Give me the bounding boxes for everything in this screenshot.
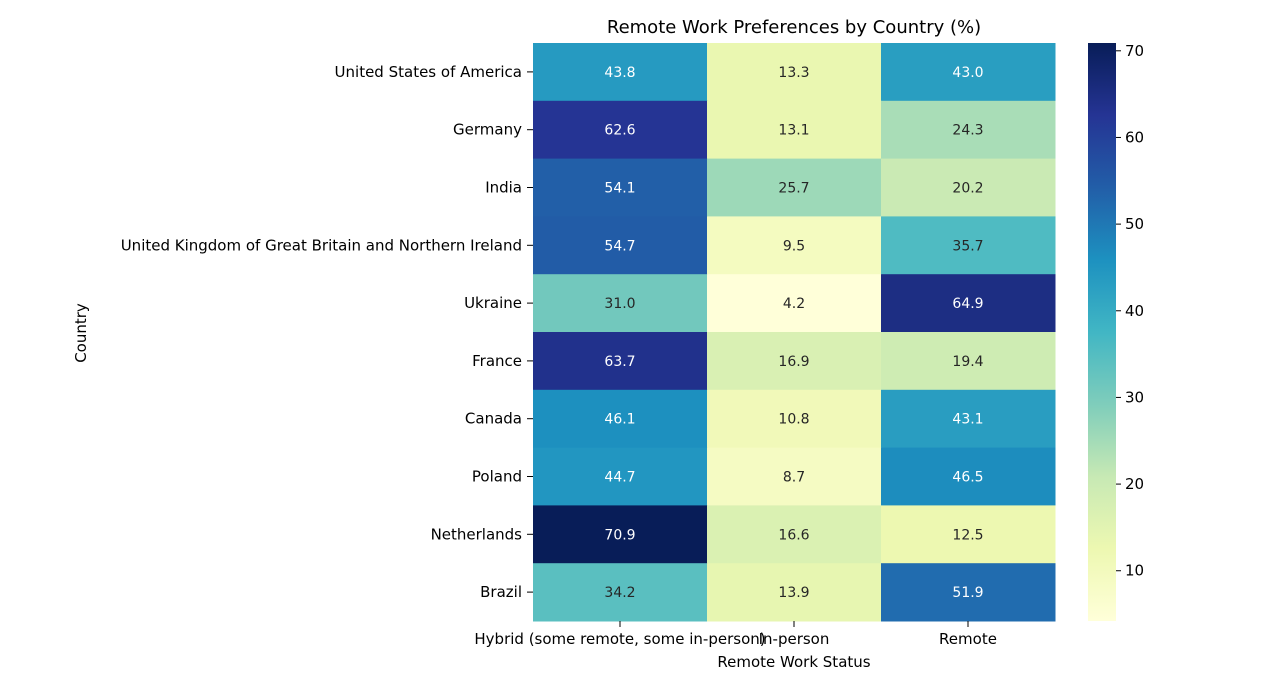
heatmap-cell bbox=[533, 505, 708, 564]
heatmap-cell bbox=[533, 563, 708, 622]
cell-value-label: 25.7 bbox=[778, 181, 809, 197]
colorbar-tick-label: 30 bbox=[1125, 388, 1144, 406]
cell-value-label: 10.8 bbox=[778, 412, 809, 428]
cell-value-label: 34.2 bbox=[604, 585, 635, 601]
cell-value-label: 46.5 bbox=[952, 470, 983, 486]
heatmap-cell bbox=[707, 563, 882, 622]
cell-value-label: 31.0 bbox=[604, 296, 635, 312]
heatmap-cell bbox=[707, 332, 882, 391]
heatmap-cell bbox=[881, 274, 1056, 333]
column-labels: Hybrid (some remote, some in-person)In-p… bbox=[474, 621, 997, 648]
colorbar-ticks: 10 20 30 40 50 60 70 bbox=[1116, 42, 1144, 580]
heatmap-cell bbox=[533, 43, 708, 102]
y-tick-label: India bbox=[485, 179, 522, 197]
cell-value-label: 20.2 bbox=[952, 181, 983, 197]
heatmap-cell bbox=[707, 447, 882, 506]
heatmap-cell bbox=[881, 216, 1056, 275]
cell-value-label: 16.9 bbox=[778, 354, 809, 370]
heatmap-cell bbox=[707, 158, 882, 217]
cell-value-label: 51.9 bbox=[952, 585, 983, 601]
heatmap-cell bbox=[881, 332, 1056, 391]
cell-value-label: 43.8 bbox=[604, 65, 635, 81]
cell-value-label: 62.6 bbox=[604, 123, 635, 139]
cell-value-label: 64.9 bbox=[952, 296, 983, 312]
x-tick-label: In-person bbox=[759, 630, 830, 648]
cell-value-label: 19.4 bbox=[952, 354, 983, 370]
x-axis-label: Remote Work Status bbox=[717, 653, 870, 671]
cell-value-label: 70.9 bbox=[604, 527, 635, 543]
cell-value-label: 8.7 bbox=[783, 470, 805, 486]
cell-value-label: 4.2 bbox=[783, 296, 805, 312]
cell-value-label: 35.7 bbox=[952, 238, 983, 254]
row-labels: United States of America Germany India Unit… bbox=[121, 63, 533, 601]
y-tick-label: Canada bbox=[465, 410, 522, 428]
cell-value-label: 43.0 bbox=[952, 65, 983, 81]
chart-title: Remote Work Preferences by Country (%) bbox=[607, 17, 981, 38]
cell-value-label: 13.3 bbox=[778, 65, 809, 81]
heatmap-cell bbox=[533, 100, 708, 160]
y-tick-label: Germany bbox=[453, 121, 522, 139]
heatmap-cell bbox=[881, 43, 1056, 102]
y-tick-label: United States of America bbox=[335, 63, 522, 81]
cell-value-label: 13.9 bbox=[778, 585, 809, 601]
colorbar-tick-label: 10 bbox=[1125, 562, 1144, 580]
heatmap-cells: 43.8 13.3 43.0 62.6 13.1 24.3 54.1 25.7 20.2 54.7… bbox=[533, 43, 1056, 622]
heatmap-cell bbox=[533, 216, 708, 275]
heatmap-cell bbox=[533, 389, 708, 449]
cell-value-label: 63.7 bbox=[604, 354, 635, 370]
y-tick-label: Brazil bbox=[480, 583, 522, 601]
heatmap-cell bbox=[881, 505, 1056, 564]
heatmap-cell bbox=[881, 100, 1056, 160]
cell-value-label: 9.5 bbox=[783, 238, 805, 254]
colorbar-tick-label: 70 bbox=[1125, 42, 1144, 60]
cell-value-label: 54.7 bbox=[604, 238, 635, 254]
heatmap-cell bbox=[707, 505, 882, 564]
heatmap-cell bbox=[881, 447, 1056, 506]
heatmap-cell bbox=[533, 158, 708, 217]
x-tick-label: Remote bbox=[939, 630, 997, 648]
y-tick-label: Ukraine bbox=[464, 294, 522, 312]
heatmap-cell bbox=[707, 389, 882, 449]
colorbar-tick-label: 40 bbox=[1125, 302, 1144, 320]
heatmap-cell bbox=[707, 274, 882, 333]
colorbar-tick-label: 50 bbox=[1125, 215, 1144, 233]
heatmap-cell bbox=[881, 158, 1056, 217]
heatmap-cell bbox=[533, 274, 708, 333]
colorbar bbox=[1088, 43, 1116, 621]
heatmap-cell bbox=[707, 216, 882, 275]
heatmap-cell bbox=[533, 447, 708, 506]
colorbar-tick-label: 60 bbox=[1125, 128, 1144, 146]
y-tick-label: United Kingdom of Great Britain and Nort… bbox=[121, 236, 522, 254]
y-tick-label: Poland bbox=[472, 468, 522, 486]
cell-value-label: 46.1 bbox=[604, 412, 635, 428]
cell-value-label: 12.5 bbox=[952, 527, 983, 543]
cell-value-label: 16.6 bbox=[778, 527, 809, 543]
x-tick-label: Hybrid (some remote, some in-person) bbox=[474, 630, 765, 648]
heatmap-cell bbox=[881, 563, 1056, 622]
cell-value-label: 43.1 bbox=[952, 412, 983, 428]
heatmap-cell bbox=[881, 389, 1056, 449]
y-tick-label: France bbox=[472, 352, 522, 370]
heatmap-cell bbox=[533, 332, 708, 391]
cell-value-label: 13.1 bbox=[778, 123, 809, 139]
y-axis-label: Country bbox=[72, 303, 90, 363]
colorbar-tick-label: 20 bbox=[1125, 475, 1144, 493]
heatmap-cell bbox=[707, 43, 882, 102]
cell-value-label: 24.3 bbox=[952, 123, 983, 139]
cell-value-label: 44.7 bbox=[604, 470, 635, 486]
cell-value-label: 54.1 bbox=[604, 181, 635, 197]
heatmap-cell bbox=[707, 100, 882, 160]
y-tick-label: Netherlands bbox=[431, 525, 523, 543]
